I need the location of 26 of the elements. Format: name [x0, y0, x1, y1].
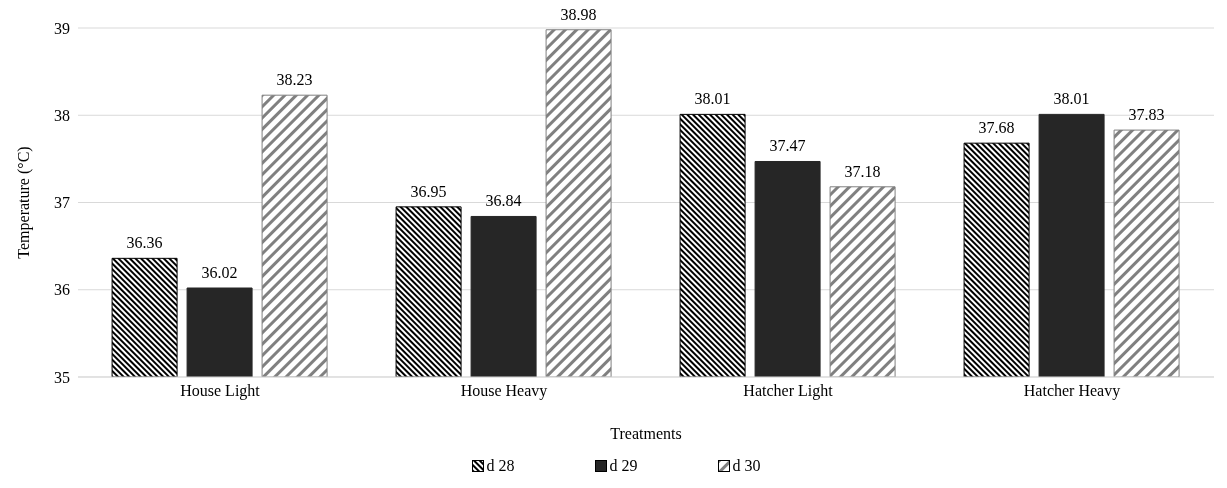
- legend-label: d 29: [608, 457, 638, 475]
- data-label: 36.36: [126, 234, 163, 252]
- x-axis-title: Treatments: [610, 425, 682, 442]
- data-label: 38.01: [694, 90, 731, 108]
- x-tick-label: Hatcher Light: [743, 382, 834, 401]
- data-label: 37.83: [1128, 106, 1165, 124]
- data-label: 36.95: [410, 182, 447, 200]
- legend-label: d 28: [485, 457, 515, 475]
- data-label: 36.84: [485, 192, 522, 210]
- y-axis-title: Temperature (°C): [14, 146, 33, 259]
- y-tick-label: 35: [54, 368, 70, 386]
- legend-label: d 30: [731, 457, 761, 475]
- data-label: 36.02: [201, 264, 238, 282]
- y-tick-label: 38: [54, 106, 70, 124]
- x-tick-label: House Heavy: [460, 382, 548, 401]
- y-tick-label: 37: [54, 194, 70, 212]
- data-label: 38.01: [1053, 90, 1090, 108]
- x-tick-label: House Light: [180, 382, 261, 401]
- data-label: 37.18: [844, 162, 881, 180]
- data-label: 37.47: [769, 137, 806, 155]
- data-label: 38.23: [276, 71, 313, 89]
- data-label: 38.98: [560, 5, 597, 23]
- x-tick-label: Hatcher Heavy: [1023, 382, 1121, 401]
- data-label: 37.68: [978, 119, 1015, 137]
- y-tick-label: 36: [54, 281, 70, 299]
- y-tick-label: 39: [54, 19, 70, 37]
